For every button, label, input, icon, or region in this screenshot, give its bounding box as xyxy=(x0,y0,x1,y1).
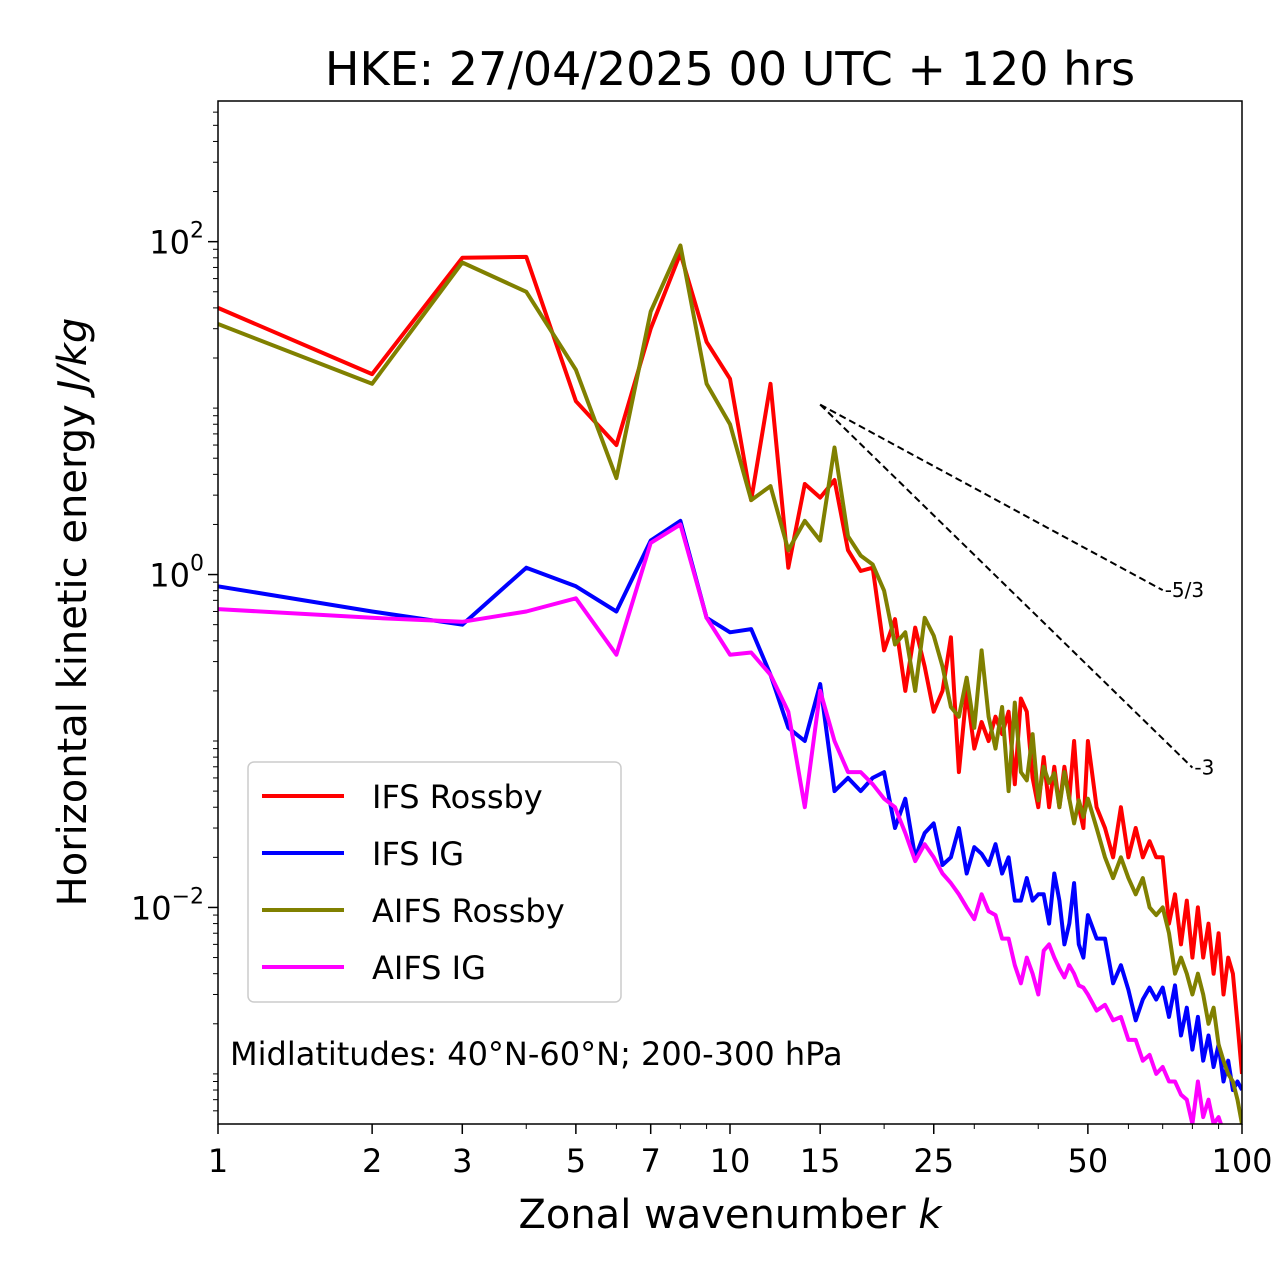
x-tick-label-1: 2 xyxy=(362,1142,382,1180)
reference-slope-line-0 xyxy=(819,403,1164,592)
y-axis-label: Horizontal kinetic energy J/kg xyxy=(50,318,96,907)
reference-slope-layer: -5/3 -3 xyxy=(819,403,1214,780)
series-line-2 xyxy=(218,243,1242,1124)
y-tick-label-1: 100 xyxy=(149,552,204,595)
legend: IFS Rossby IFS IG AIFS Rossby AIFS IG xyxy=(247,761,622,1003)
y-tick-label-2: 102 xyxy=(149,219,204,262)
axis-ticks-layer: 1 2 3 5 7 10 15 25 50 100 10−2 100 102 xyxy=(131,111,1273,1180)
legend-label-3: AIFS IG xyxy=(372,949,486,987)
x-tick-label-6: 15 xyxy=(800,1142,841,1180)
x-tick-label-0: 1 xyxy=(208,1142,228,1180)
x-tick-label-5: 10 xyxy=(710,1142,751,1180)
legend-label-0: IFS Rossby xyxy=(372,778,543,816)
x-tick-label-3: 5 xyxy=(566,1142,586,1180)
legend-label-1: IFS IG xyxy=(372,835,464,873)
x-tick-label-8: 50 xyxy=(1068,1142,1109,1180)
x-tick-label-4: 7 xyxy=(641,1142,661,1180)
legend-label-2: AIFS Rossby xyxy=(372,892,565,930)
legend-box xyxy=(247,761,622,1003)
x-tick-label-9: 100 xyxy=(1211,1142,1272,1180)
x-axis-label: Zonal wavenumber k xyxy=(518,1192,943,1238)
plot-frame xyxy=(217,100,1243,1125)
series-layer xyxy=(218,243,1242,1124)
x-tick-label-7: 25 xyxy=(913,1142,954,1180)
reference-slope-label-1: -3 xyxy=(1194,756,1214,780)
region-annotation: Midlatitudes: 40°N-60°N; 200-300 hPa xyxy=(230,1035,843,1073)
chart-title: HKE: 27/04/2025 00 UTC + 120 hrs xyxy=(325,42,1135,96)
y-tick-label-0: 10−2 xyxy=(131,884,204,927)
reference-slope-line-1 xyxy=(819,403,1194,769)
x-tick-label-2: 3 xyxy=(452,1142,472,1180)
reference-slope-label-0: -5/3 xyxy=(1165,578,1204,602)
series-line-3 xyxy=(218,522,1224,1124)
